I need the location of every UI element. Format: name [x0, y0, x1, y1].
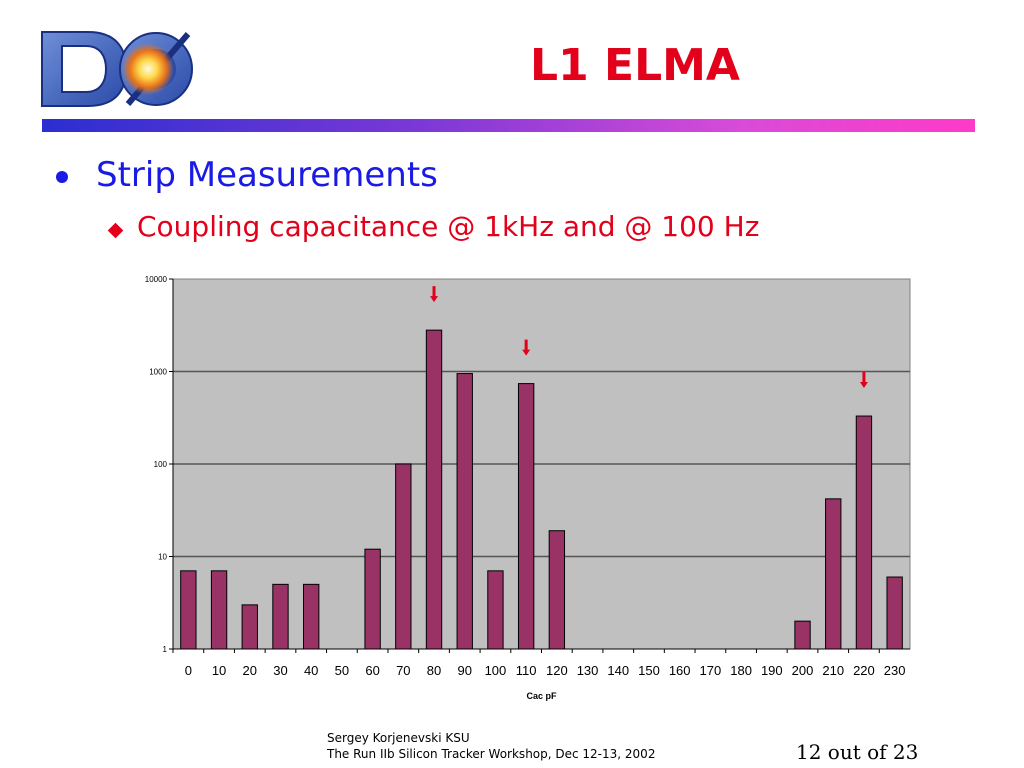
- bullet-diamond-icon: [107, 222, 124, 239]
- x-tick-label: 150: [638, 663, 660, 678]
- bullet-2-text: Coupling capacitance @ 1kHz and @ 100 Hz: [137, 210, 760, 243]
- bar-10: [210, 570, 228, 650]
- x-tick-label: 130: [577, 663, 599, 678]
- arrow-110-head-icon: [522, 349, 531, 356]
- bar-30: [272, 583, 289, 650]
- slide-title: L1 ELMA: [530, 40, 740, 91]
- arrow-80-head-icon: [430, 296, 439, 303]
- bar-120: [548, 530, 566, 650]
- x-tick-label: 50: [335, 663, 349, 678]
- x-tick-label: 100: [485, 663, 507, 678]
- bar-0: [180, 570, 197, 650]
- bar-110: [517, 383, 535, 650]
- x-tick-label: 60: [365, 663, 379, 678]
- bar-230: [886, 576, 903, 650]
- d0-logo-graphic: [41, 31, 193, 107]
- y-tick-label: 10000: [145, 275, 168, 284]
- x-tick-label: 110: [516, 663, 537, 678]
- bar-20: [241, 604, 258, 650]
- bar-80: [425, 329, 443, 650]
- bar-210: [825, 498, 842, 650]
- bar-70: [395, 463, 412, 650]
- arrow-220-head-icon: [859, 382, 868, 389]
- bar-100: [487, 570, 504, 650]
- x-tick-label: 80: [427, 663, 441, 678]
- bar-60: [364, 548, 381, 650]
- page-indicator: 12 out of 23: [796, 740, 919, 764]
- footer-author: Sergey Korjenevski KSU: [327, 731, 470, 745]
- bullet-1-text: Strip Measurements: [96, 155, 438, 195]
- x-tick-label: 40: [304, 663, 318, 678]
- bar-90: [456, 373, 473, 650]
- x-tick-label: 10: [212, 663, 226, 678]
- x-axis-label: Cac pF: [526, 691, 557, 701]
- title-divider: [42, 119, 975, 132]
- bar-220: [855, 415, 873, 650]
- y-tick-label: 1: [163, 645, 168, 654]
- bullet-dot-icon: [56, 171, 68, 183]
- x-tick-label: 210: [822, 663, 844, 678]
- footer-credits: Sergey Korjenevski KSU The Run IIb Silic…: [327, 730, 655, 762]
- x-tick-label: 0: [185, 663, 192, 678]
- x-tick-label: 190: [761, 663, 783, 678]
- x-tick-label: 180: [730, 663, 752, 678]
- x-tick-label: 90: [457, 663, 471, 678]
- x-tick-label: 140: [607, 663, 629, 678]
- x-tick-label: 230: [884, 663, 906, 678]
- y-tick-label: 10: [158, 553, 167, 562]
- x-tick-label: 70: [396, 663, 410, 678]
- bar-40: [303, 583, 320, 650]
- x-tick-label: 200: [792, 663, 814, 678]
- y-tick-label: 100: [154, 460, 168, 469]
- footer-event: The Run IIb Silicon Tracker Workshop, De…: [327, 747, 656, 761]
- x-tick-label: 160: [669, 663, 691, 678]
- x-tick-label: 220: [853, 663, 875, 678]
- x-tick-label: 20: [243, 663, 257, 678]
- bar-200: [794, 620, 811, 650]
- x-tick-label: 170: [700, 663, 722, 678]
- y-tick-label: 1000: [149, 368, 167, 377]
- d0-logo: [36, 26, 202, 112]
- x-tick-label: 30: [273, 663, 287, 678]
- x-tick-label: 120: [546, 663, 568, 678]
